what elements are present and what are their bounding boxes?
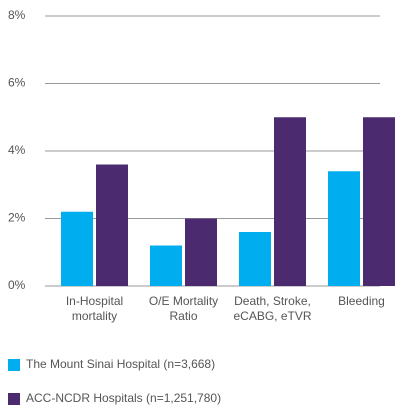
legend-label: ACC-NCDR Hospitals (n=1,251,780) [26, 391, 221, 405]
bar [239, 232, 271, 286]
x-tick-label: Bleeding [338, 294, 385, 308]
y-tick-label: 0% [8, 278, 26, 292]
bar [61, 211, 93, 286]
y-tick-label: 8% [8, 8, 26, 22]
y-tick-label: 6% [8, 76, 26, 90]
legend-swatch [8, 359, 20, 371]
bar [274, 117, 306, 286]
bar [363, 117, 395, 286]
bar [328, 171, 360, 286]
y-tick-label: 4% [8, 143, 26, 157]
bar [185, 218, 217, 286]
x-tick-label: Death, Stroke, eCABG, eTVR [233, 294, 312, 323]
x-tick-label: In-Hospital mortality [65, 294, 124, 323]
bar [96, 164, 128, 286]
bar [150, 245, 182, 286]
legend-swatch [8, 393, 20, 405]
y-tick-label: 2% [8, 211, 26, 225]
x-tick-label: O/E Mortality Ratio [148, 294, 219, 323]
legend-label: The Mount Sinai Hospital (n=3,668) [26, 357, 215, 371]
